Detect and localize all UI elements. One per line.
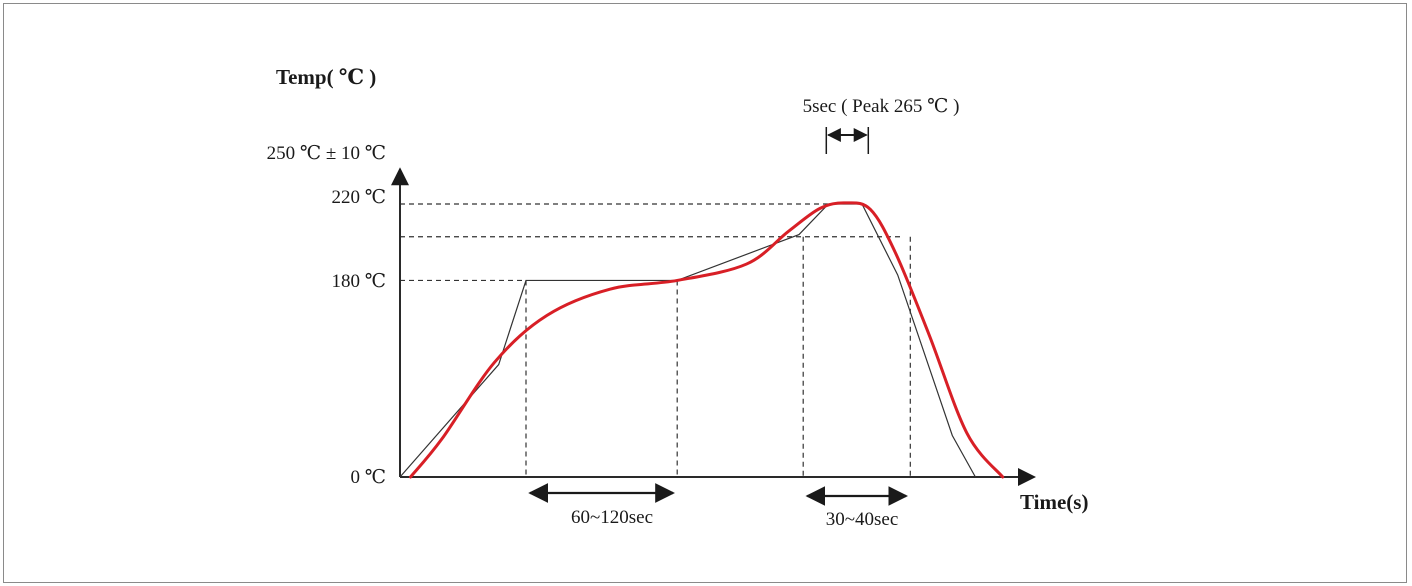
y-tick-label-250: 250 ℃ ± 10 ℃ <box>267 143 386 164</box>
peak-time-label: 5sec ( Peak 265 ℃ ) <box>803 96 960 117</box>
series-profile-line <box>409 201 1005 479</box>
series-group <box>399 201 1005 479</box>
x-axis-title: Time(s) <box>1020 490 1088 514</box>
reflow-profile-chart: Temp( ℃ ) Time(s) 0 ℃ 180 ℃ 220 ℃ 250 ℃ … <box>267 65 1089 530</box>
axes <box>391 167 1036 486</box>
guide-lines <box>400 203 911 477</box>
y-axis-title: Temp( ℃ ) <box>276 65 376 89</box>
soak-time-label: 60~120sec <box>571 507 653 528</box>
time-spans <box>528 127 909 506</box>
y-tick-label-0: 0 ℃ <box>350 467 386 488</box>
liquidus-time-label: 30~40sec <box>826 509 899 530</box>
y-tick-label-180: 180 ℃ <box>331 271 386 292</box>
y-tick-label-220: 220 ℃ <box>331 187 386 208</box>
series-limit-line <box>399 203 976 478</box>
chart-frame: Temp( ℃ ) Time(s) 0 ℃ 180 ℃ 220 ℃ 250 ℃ … <box>3 3 1407 583</box>
